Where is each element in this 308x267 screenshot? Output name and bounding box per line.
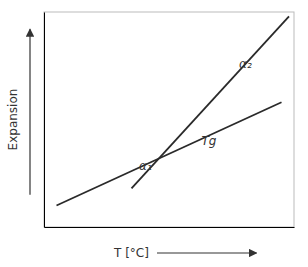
y-axis <box>44 13 45 228</box>
annotation: Tg <box>202 134 217 148</box>
chart: α₁ α₂ Tg T [°C] Expansion <box>0 0 308 267</box>
y-axis-title: Expansion <box>6 89 20 151</box>
plot-frame <box>44 12 294 227</box>
x-axis-arrow <box>157 252 257 253</box>
plot-area: α₁ α₂ Tg <box>44 12 295 228</box>
y-axis-arrow <box>29 29 30 195</box>
annotation: α₂ <box>239 57 252 71</box>
lines <box>57 16 290 205</box>
axis-line <box>44 13 45 228</box>
axis-line <box>45 227 295 228</box>
series-line <box>57 102 282 205</box>
annotations: α₁ α₂ Tg <box>139 57 252 173</box>
series-line <box>132 16 290 188</box>
annotation: α₁ <box>139 159 152 173</box>
x-axis-title: T [°C] <box>113 246 149 260</box>
x-axis <box>45 227 295 228</box>
